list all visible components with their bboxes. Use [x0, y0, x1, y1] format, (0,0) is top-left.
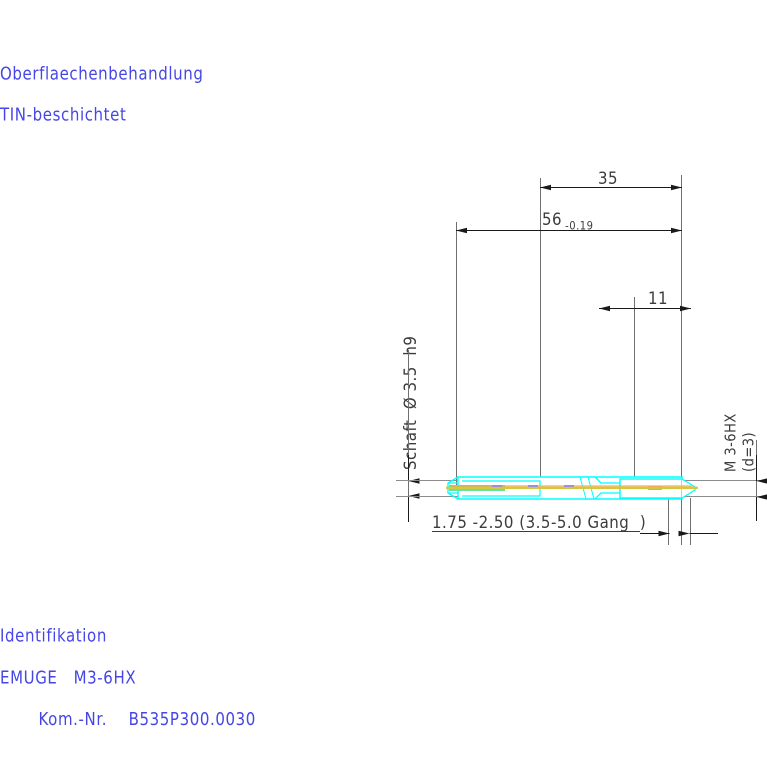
surface-treatment-value: TIN-beschichtet — [0, 104, 127, 126]
surface-treatment-heading: Oberflaechenbehandlung — [0, 63, 204, 85]
dimension-label-pitch-note: 1.75 -2.50 (3.5-5.0 Gang ) — [432, 512, 647, 533]
commission-row: Kom.-Nr. B535P300.0030 — [17, 687, 256, 751]
dimension-label-overall-length: 35 — [598, 168, 619, 189]
identification-heading: Identifikation — [0, 625, 107, 647]
dimension-value-shank-length: 56 — [542, 209, 563, 230]
commission-number: B535P300.0030 — [128, 708, 256, 730]
manufacturer-part-label: EMUGE M3-6HX — [0, 667, 137, 689]
dimension-label-thread-length: 11 — [648, 288, 669, 309]
tap-tool-geometry — [446, 476, 698, 500]
commission-label: Kom.-Nr. — [38, 708, 108, 730]
